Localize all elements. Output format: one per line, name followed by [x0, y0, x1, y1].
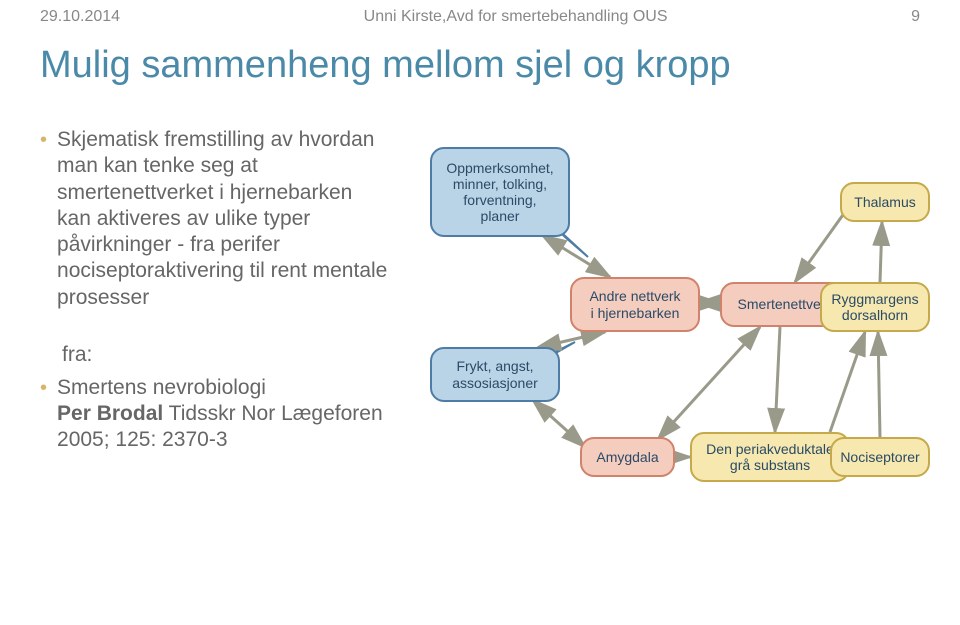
bullet-main: • Skjematisk fremstilling av hvordan man…: [40, 127, 390, 311]
reference-title: Smertens nevrobiologi: [57, 376, 266, 399]
node-andre: Andre nettverki hjernebarken: [570, 277, 700, 332]
node-noci: Nociseptorer: [830, 437, 930, 477]
node-rygg: Ryggmargensdorsalhorn: [820, 282, 930, 332]
slide-header: 29.10.2014 Unni Kirste,Avd for smertebeh…: [0, 0, 960, 26]
reference-line: Smertens nevrobiologi Per Brodal Tidsskr…: [57, 375, 390, 454]
bullet-text: Skjematisk fremstilling av hvordan man k…: [57, 127, 390, 311]
content-area: • Skjematisk fremstilling av hvordan man…: [0, 97, 960, 507]
bullet-reference: • Smertens nevrobiologi Per Brodal Tidss…: [40, 375, 390, 454]
node-opp: Oppmerksomhet,minner, tolking,forventnin…: [430, 147, 570, 237]
node-amygdala: Amygdala: [580, 437, 675, 477]
slide-title: Mulig sammenheng mellom sjel og kropp: [0, 26, 960, 97]
fra-label: fra:: [62, 343, 390, 367]
node-frykt: Frykt, angst,assosiasjoner: [430, 347, 560, 402]
node-periak: Den periakveduktalegrå substans: [690, 432, 850, 482]
bullet-dot-icon: •: [40, 375, 47, 401]
reference-author: Per Brodal: [57, 402, 163, 425]
header-date: 29.10.2014: [40, 8, 120, 26]
header-pagenum: 9: [911, 8, 920, 26]
bullet-dot-icon: •: [40, 127, 47, 153]
flowchart-diagram: Oppmerksomhet,minner, tolking,forventnin…: [410, 127, 930, 507]
node-thalamus: Thalamus: [840, 182, 930, 222]
diagram-column: Oppmerksomhet,minner, tolking,forventnin…: [410, 127, 930, 507]
text-column: • Skjematisk fremstilling av hvordan man…: [40, 127, 410, 507]
header-source: Unni Kirste,Avd for smertebehandling OUS: [364, 8, 668, 26]
